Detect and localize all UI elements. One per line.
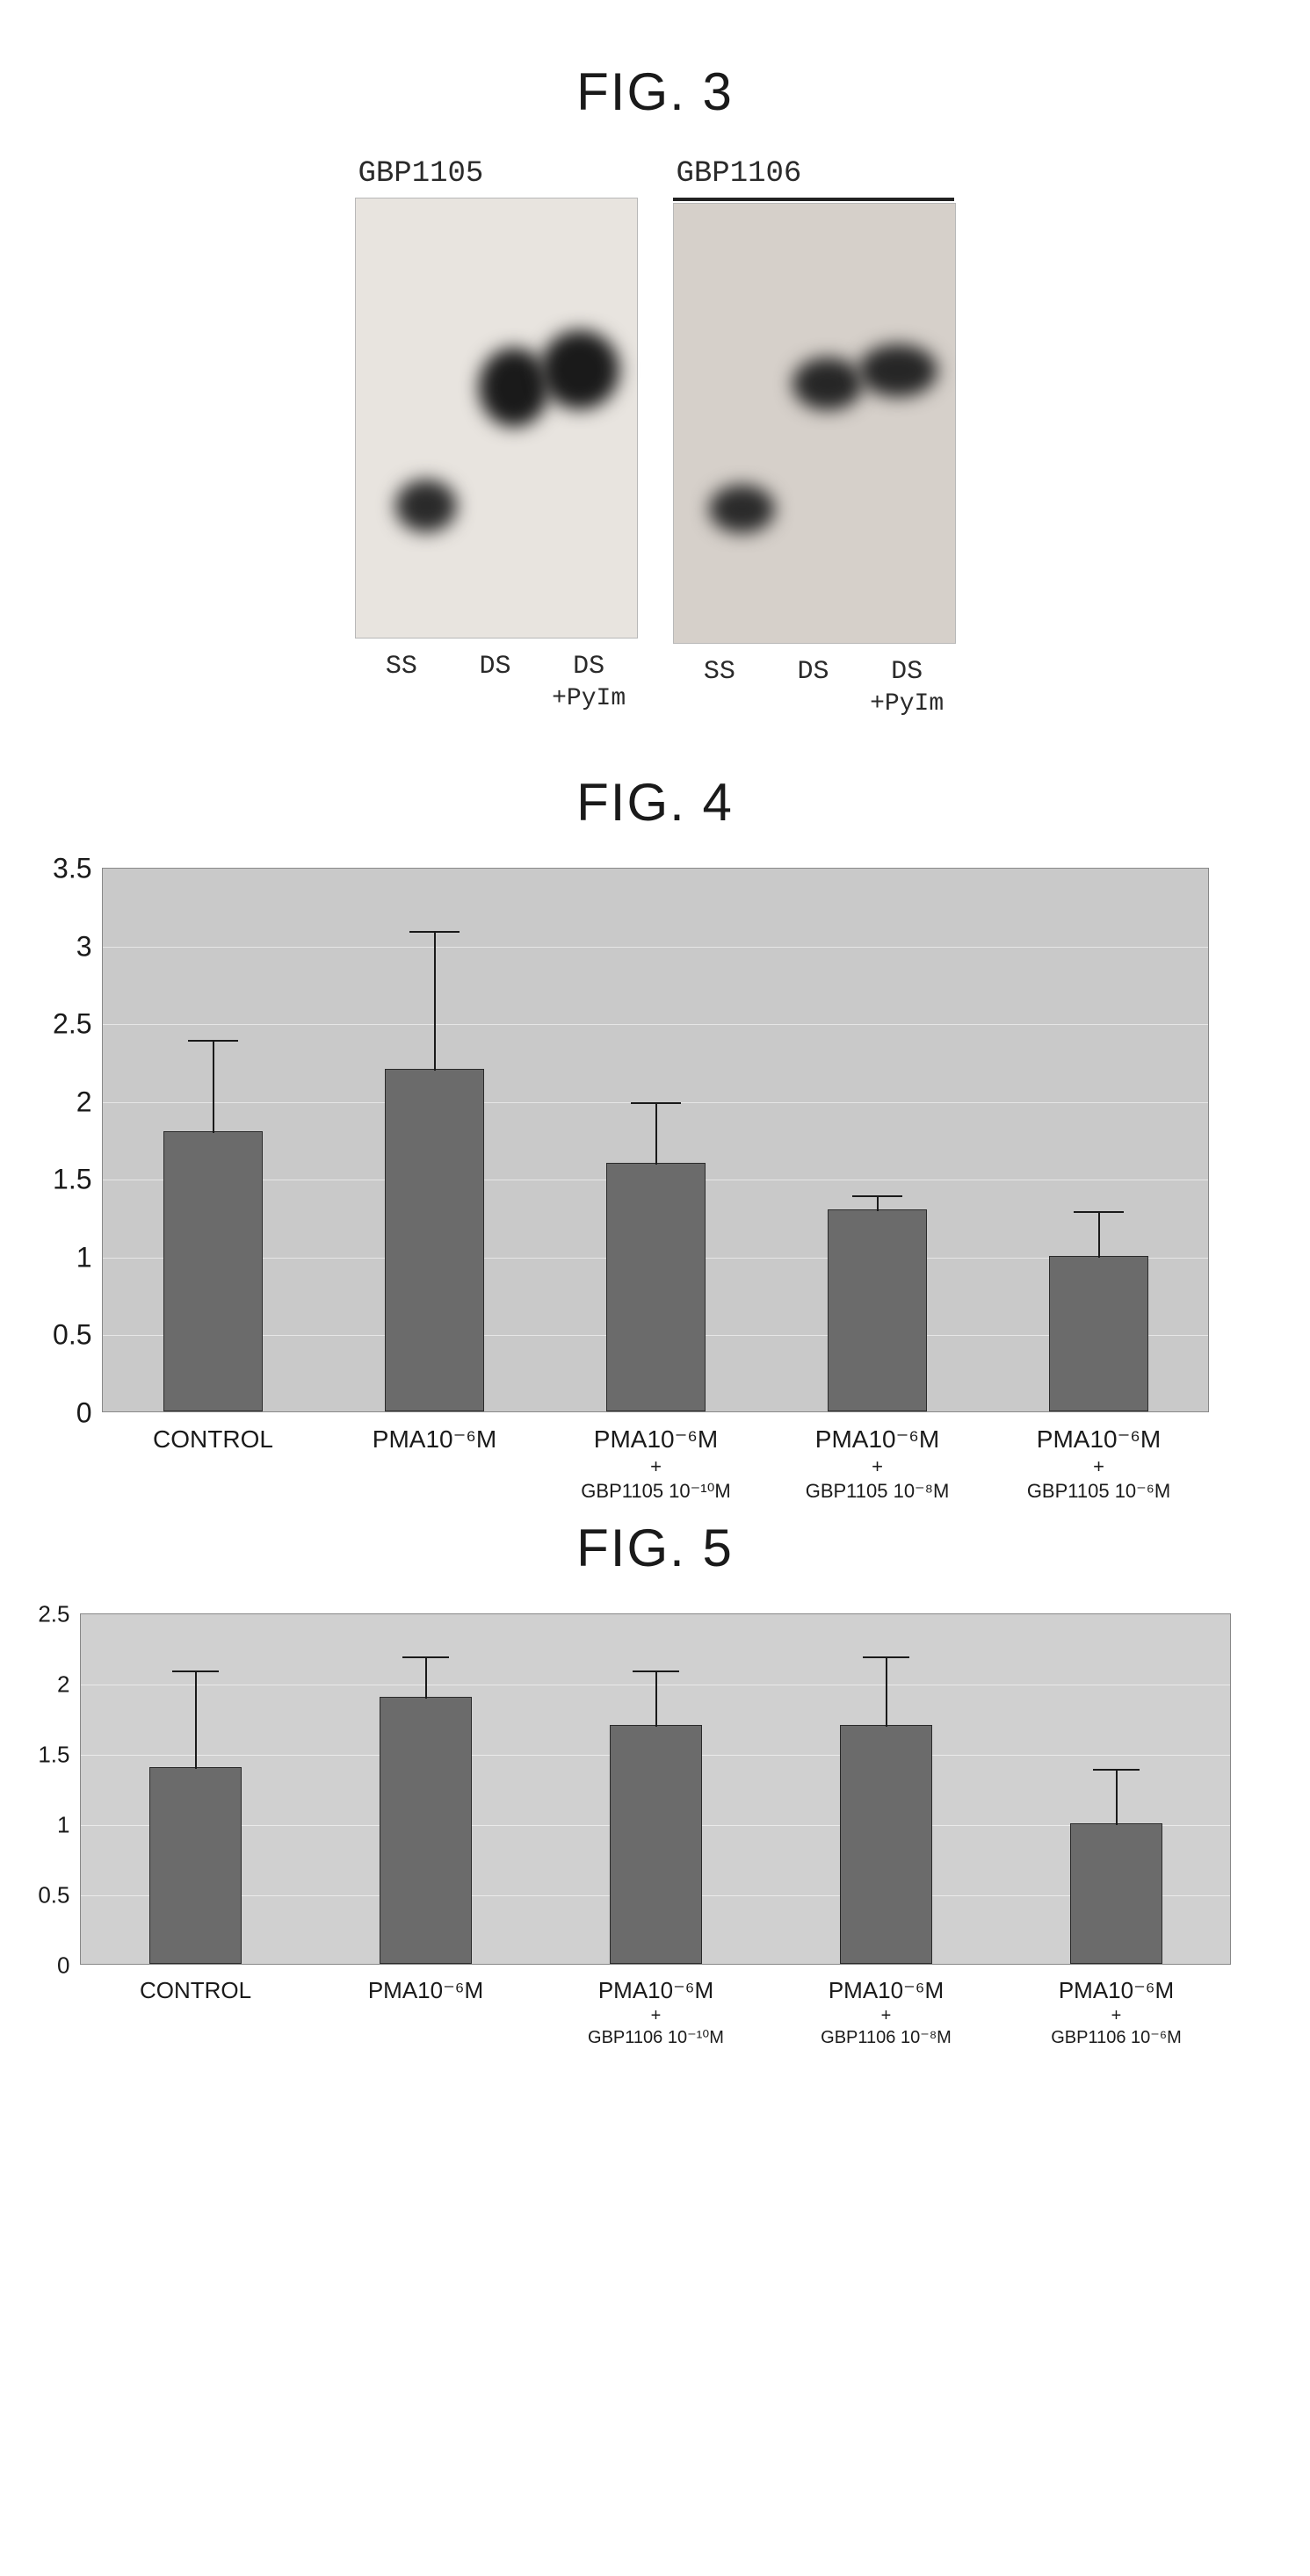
error-bar-cap: [863, 1656, 908, 1658]
gel-blot: [793, 357, 863, 410]
chart-plot-area: 00.511.522.533.5CONTROLPMA10⁻⁶MPMA10⁻⁶M+…: [102, 868, 1209, 1412]
x-category-label: PMA10⁻⁶M+GBP1106 10⁻⁶M: [1002, 1976, 1232, 2049]
gel-panel: GBP1105 SSDSDS+PyIm: [355, 157, 638, 719]
error-bar-cap: [633, 1670, 678, 1672]
bar: [828, 1209, 927, 1411]
gridline: [103, 947, 1208, 948]
y-tick-label: 1.5: [38, 1742, 80, 1769]
y-tick-label: 2.5: [38, 1601, 80, 1628]
error-bar: [655, 1102, 657, 1165]
error-bar: [1098, 1211, 1100, 1258]
y-tick-label: 2: [76, 1086, 103, 1118]
y-tick-label: 2.5: [53, 1008, 102, 1041]
lane-labels: SSDSDS+PyIm: [355, 651, 636, 714]
x-category-label: PMA10⁻⁶M+GBP1106 10⁻⁸M: [771, 1976, 1002, 2049]
error-bar: [425, 1656, 427, 1699]
y-tick-label: 3.5: [53, 853, 102, 885]
x-category-label: PMA10⁻⁶M: [311, 1976, 541, 2005]
gel-blot: [709, 485, 775, 533]
lane-label: SS: [355, 651, 448, 714]
lane-label: DS: [767, 656, 860, 719]
gridline: [103, 1024, 1208, 1025]
gel-panel: GBP1106 SSDSDS+PyIm: [673, 157, 956, 719]
x-category-label: PMA10⁻⁶M+GBP1106 10⁻¹⁰M: [541, 1976, 771, 2049]
fig5-title: FIG. 5: [0, 1518, 1310, 1578]
error-bar-cap: [402, 1656, 448, 1658]
y-tick-label: 0: [76, 1397, 103, 1430]
lane-label: DS+PyIm: [860, 656, 953, 719]
error-bar-cap: [852, 1195, 902, 1197]
bar: [163, 1131, 263, 1411]
gel-blot: [858, 344, 937, 397]
error-bar-cap: [172, 1670, 218, 1672]
gel-image: [673, 203, 956, 644]
bar: [385, 1069, 484, 1411]
y-tick-label: 0.5: [53, 1319, 102, 1352]
x-category-label: PMA10⁻⁶M+GBP1105 10⁻⁶M: [988, 1424, 1210, 1503]
y-tick-label: 1: [57, 1812, 80, 1839]
bar: [840, 1725, 932, 1964]
lane-label: DS: [449, 651, 542, 714]
bar: [149, 1767, 242, 1964]
gel-image: [355, 198, 638, 639]
gel-panel-header: GBP1105: [355, 157, 484, 191]
error-bar: [434, 931, 436, 1071]
fig5-chart: 00.511.522.5CONTROLPMA10⁻⁶MPMA10⁻⁶M+GBP1…: [18, 1613, 1292, 1965]
gel-panel-header: GBP1106: [673, 157, 802, 191]
figure-page: FIG. 3 GBP1105SSDSDS+PyImGBP1106SSDSDS+P…: [0, 0, 1310, 2035]
y-tick-label: 1: [76, 1241, 103, 1274]
bar: [1070, 1823, 1162, 1964]
error-bar: [877, 1195, 879, 1211]
y-tick-label: 3: [76, 930, 103, 963]
x-category-label: PMA10⁻⁶M+GBP1105 10⁻¹⁰M: [546, 1424, 767, 1503]
x-category-label: CONTROL: [103, 1424, 324, 1454]
gel-panel-topline: [673, 198, 954, 201]
bar: [380, 1697, 472, 1964]
chart-plot-area: 00.511.522.5CONTROLPMA10⁻⁶MPMA10⁻⁶M+GBP1…: [80, 1613, 1231, 1965]
x-category-label: PMA10⁻⁶M: [324, 1424, 546, 1454]
x-category-label: CONTROL: [81, 1976, 311, 2005]
error-bar: [886, 1656, 887, 1727]
gel-blot: [479, 348, 549, 427]
y-tick-label: 0: [57, 1952, 80, 1980]
error-bar: [195, 1670, 197, 1769]
gel-blot: [395, 480, 457, 532]
bar: [606, 1163, 706, 1411]
bar: [610, 1725, 702, 1964]
bar: [1049, 1256, 1148, 1411]
fig3-gel-block: GBP1105SSDSDS+PyImGBP1106SSDSDS+PyIm: [0, 157, 1310, 719]
error-bar-cap: [409, 931, 460, 933]
fig3-title: FIG. 3: [0, 61, 1310, 122]
fig4-title: FIG. 4: [0, 772, 1310, 833]
error-bar-cap: [631, 1102, 681, 1104]
error-bar-cap: [188, 1040, 238, 1042]
error-bar-cap: [1093, 1769, 1139, 1771]
x-category-label: PMA10⁻⁶M+GBP1105 10⁻⁸M: [767, 1424, 988, 1503]
y-tick-label: 1.5: [53, 1164, 102, 1196]
error-bar: [655, 1670, 657, 1727]
y-tick-label: 2: [57, 1671, 80, 1699]
error-bar: [1116, 1769, 1118, 1825]
error-bar-cap: [1074, 1211, 1124, 1213]
lane-label: SS: [673, 656, 766, 719]
fig4-chart: 00.511.522.533.5CONTROLPMA10⁻⁶MPMA10⁻⁶M+…: [23, 868, 1288, 1412]
y-tick-label: 0.5: [38, 1882, 80, 1909]
lane-label: DS+PyIm: [542, 651, 635, 714]
lane-labels: SSDSDS+PyIm: [673, 656, 954, 719]
gel-blot: [540, 330, 619, 409]
error-bar: [213, 1040, 214, 1133]
